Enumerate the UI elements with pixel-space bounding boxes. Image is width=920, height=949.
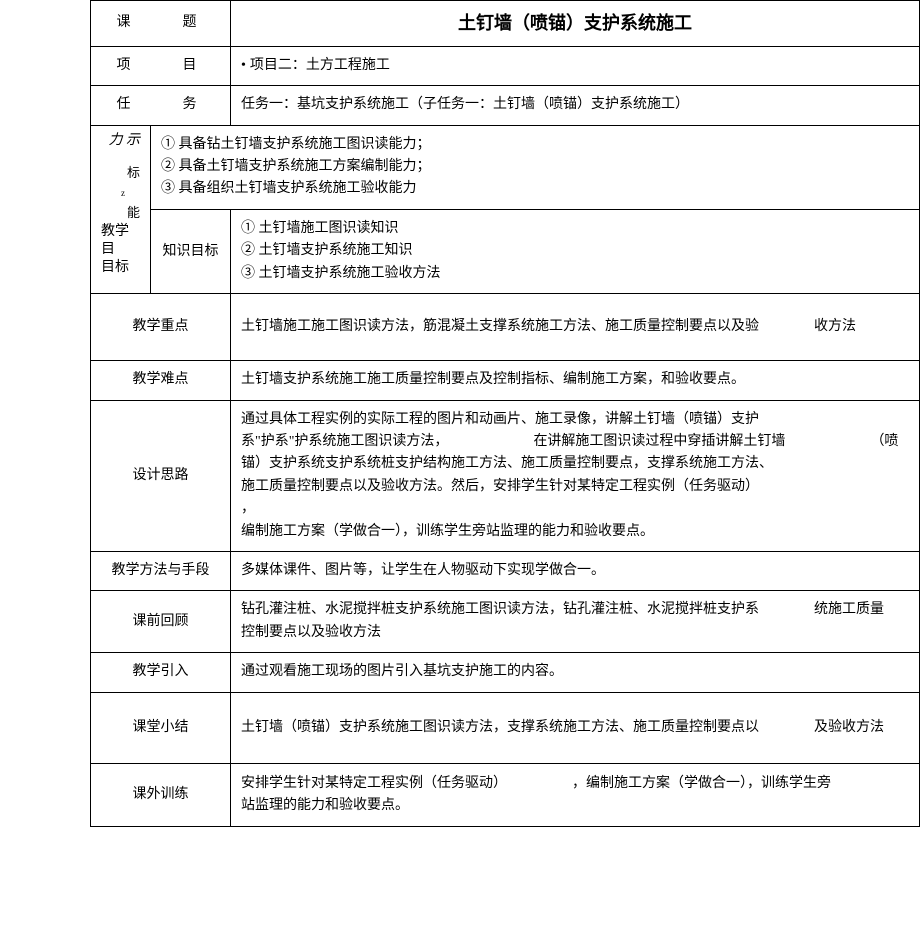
design-l4b: ， bbox=[241, 501, 255, 516]
intro-label: 教学引入 bbox=[91, 653, 231, 692]
project-row: 项 目 • 项目二：土方工程施工 bbox=[91, 46, 920, 85]
difficulty-label: 教学难点 bbox=[91, 361, 231, 400]
task-row: 任 务 任务一：基坑支护系统施工（子任务一：土钉墙（喷锚）支护系统施工） bbox=[91, 86, 920, 125]
training-row: 课外训练 安排学生针对某特定工程实例（任务驱动） ，编制施工方案（学做合一），训练… bbox=[91, 764, 920, 827]
training-label: 课外训练 bbox=[91, 764, 231, 827]
design-content: 通过具体工程实例的实际工程的图片和动画片、施工录像，讲解土钉墙（喷锚）支护 系"… bbox=[231, 400, 920, 551]
goal-jb-text: 力 示 bbox=[109, 130, 141, 152]
design-l5: 编制施工方案（学做合一），训练学生旁站监理的能力和验收要点。 bbox=[241, 521, 909, 543]
project-content: • 项目二：土方工程施工 bbox=[231, 46, 920, 85]
difficulty-content: 土钉墙支护系统施工施工质量控制要点及控制指标、编制施工方案，和验收要点。 bbox=[231, 361, 920, 400]
review-content: 钻孔灌注桩、水泥搅拌桩支护系统施工图识读方法，钻孔灌注桩、水泥搅拌桩支护系 统施工… bbox=[231, 591, 920, 653]
design-row: 设计思路 通过具体工程实例的实际工程的图片和动画片、施工录像，讲解土钉墙（喷锚）… bbox=[91, 400, 920, 551]
header-row: 课 题 土钉墙（喷锚）支护系统施工 bbox=[91, 1, 920, 47]
project-text: 项目二：土方工程施工 bbox=[250, 58, 390, 73]
summary-row: 课堂小结 土钉墙（喷锚）支护系统施工图识读方法，支撑系统施工方法、施工质量控制要… bbox=[91, 692, 920, 763]
intro-row: 教学引入 通过观看施工现场的图片引入基坑支护施工的内容。 bbox=[91, 653, 920, 692]
goal-z: z bbox=[121, 186, 125, 200]
design-l2a: 系"护系"护系统施工图识读方法， bbox=[241, 434, 448, 449]
focus-b: 收方法 bbox=[814, 319, 856, 334]
review-l1: 钻孔灌注桩、水泥搅拌桩支护系统施工图识读方法，钻孔灌注桩、水泥搅拌桩支护系 统施工… bbox=[241, 599, 909, 621]
review-label: 课前回顾 bbox=[91, 591, 231, 653]
training-content: 安排学生针对某特定工程实例（任务驱动） ，编制施工方案（学做合一），训练学生旁 站… bbox=[231, 764, 920, 827]
summary-content: 土钉墙（喷锚）支护系统施工图识读方法，支撑系统施工方法、施工质量控制要点以 及验收… bbox=[231, 692, 920, 763]
review-l2: 控制要点以及验收方法 bbox=[241, 622, 909, 644]
goal-biao: 标 bbox=[101, 164, 140, 182]
lesson-plan-table: 课 题 土钉墙（喷锚）支护系统施工 项 目 • 项目二：土方工程施工 任 务 任务… bbox=[90, 0, 920, 827]
summary-b: 及验收方法 bbox=[814, 720, 884, 735]
goal-neng: 能 bbox=[101, 204, 140, 222]
goal-knowledge-row: 知识目标 ① 土钉墙施工图识读知识 ② 土钉墙支护系统施工知识 ③ 土钉墙支护系… bbox=[91, 209, 920, 293]
focus-row: 教学重点 土钉墙施工施工图识读方法，筋混凝土支撑系统施工方法、施工质量控制要点以… bbox=[91, 293, 920, 360]
intro-content: 通过观看施工现场的图片引入基坑支护施工的内容。 bbox=[231, 653, 920, 692]
task-content: 任务一：基坑支护系统施工（子任务一：土钉墙（喷锚）支护系统施工） bbox=[231, 86, 920, 125]
review-row: 课前回顾 钻孔灌注桩、水泥搅拌桩支护系统施工图识读方法，钻孔灌注桩、水泥搅拌桩支… bbox=[91, 591, 920, 653]
goal-knowledge-label: 知识目标 bbox=[151, 209, 231, 293]
goal-skill-row: 力 示 标 z能 教学目 目标 ① 具备钻土钉墙支护系统施工图识读能力； ② 具… bbox=[91, 125, 920, 209]
goal-knowledge-item-2: ② 土钉墙支护系统施工知识 bbox=[241, 240, 909, 262]
task-label: 任 务 bbox=[91, 86, 231, 125]
method-content: 多媒体课件、图片等，让学生在人物驱动下实现学做合一。 bbox=[231, 552, 920, 591]
design-l3: 锚）支护系统支护系统桩支护结构施工方法、施工质量控制要点，支撑系统施工方法、 bbox=[241, 453, 909, 475]
design-l2b: 在讲解施工图识读过程中穿插讲解土钉墙 bbox=[533, 434, 785, 449]
goal-knowledge-item-3: ③ 土钉墙支护系统施工验收方法 bbox=[241, 263, 909, 285]
topic-label: 课 题 bbox=[91, 1, 231, 47]
goal-knowledge-item-1: ① 土钉墙施工图识读知识 bbox=[241, 218, 909, 240]
goal-skill-item-3: ③ 具备组织土钉墙支护系统施工验收能力 bbox=[161, 178, 909, 200]
goal-skill-item-1: ① 具备钻土钉墙支护系统施工图识读能力； bbox=[161, 134, 909, 156]
focus-label: 教学重点 bbox=[91, 293, 231, 360]
goal-knowledge-content: ① 土钉墙施工图识读知识 ② 土钉墙支护系统施工知识 ③ 土钉墙支护系统施工验收… bbox=[231, 209, 920, 293]
design-label: 设计思路 bbox=[91, 400, 231, 551]
goal-main-label: 力 示 标 z能 教学目 目标 bbox=[91, 125, 151, 293]
training-l1b: ，编制施工方案（学做合一），训练学生旁 bbox=[572, 776, 831, 791]
review-l1b: 统施工质量 bbox=[814, 602, 884, 617]
summary-a: 土钉墙（喷锚）支护系统施工图识读方法，支撑系统施工方法、施工质量控制要点以 bbox=[241, 720, 759, 735]
goal-skill-item-2: ② 具备土钉墙支护系统施工方案编制能力； bbox=[161, 156, 909, 178]
design-l2c: （喷 bbox=[870, 434, 898, 449]
summary-label: 课堂小结 bbox=[91, 692, 231, 763]
design-l2: 系"护系"护系统施工图识读方法， 在讲解施工图识读过程中穿插讲解土钉墙 （喷 bbox=[241, 431, 909, 453]
project-label: 项 目 bbox=[91, 46, 231, 85]
review-l1a: 钻孔灌注桩、水泥搅拌桩支护系统施工图识读方法，钻孔灌注桩、水泥搅拌桩支护系 bbox=[241, 602, 759, 617]
bullet-icon: • bbox=[241, 58, 246, 73]
goal-bottom1: 教学目 bbox=[101, 223, 140, 259]
method-label: 教学方法与手段 bbox=[91, 552, 231, 591]
design-l4a: 施工质量控制要点以及验收方法。然后，安排学生针对某特定工程实例（任务驱动） bbox=[241, 479, 759, 494]
design-l4: 施工质量控制要点以及验收方法。然后，安排学生针对某特定工程实例（任务驱动） ， bbox=[241, 476, 909, 521]
training-l2: 站监理的能力和验收要点。 bbox=[241, 795, 909, 817]
method-row: 教学方法与手段 多媒体课件、图片等，让学生在人物驱动下实现学做合一。 bbox=[91, 552, 920, 591]
difficulty-row: 教学难点 土钉墙支护系统施工施工质量控制要点及控制指标、编制施工方案，和验收要点… bbox=[91, 361, 920, 400]
goal-bottom2: 目标 bbox=[101, 259, 140, 277]
focus-a: 土钉墙施工施工图识读方法，筋混凝土支撑系统施工方法、施工质量控制要点以及验 bbox=[241, 319, 759, 334]
focus-content: 土钉墙施工施工图识读方法，筋混凝土支撑系统施工方法、施工质量控制要点以及验 收方法 bbox=[231, 293, 920, 360]
training-l1a: 安排学生针对某特定工程实例（任务驱动） bbox=[241, 776, 507, 791]
training-l1: 安排学生针对某特定工程实例（任务驱动） ，编制施工方案（学做合一），训练学生旁 bbox=[241, 773, 909, 795]
design-l1: 通过具体工程实例的实际工程的图片和动画片、施工录像，讲解土钉墙（喷锚）支护 bbox=[241, 409, 909, 431]
goal-skill-content: ① 具备钻土钉墙支护系统施工图识读能力； ② 具备土钉墙支护系统施工方案编制能力… bbox=[151, 125, 920, 209]
topic-title: 土钉墙（喷锚）支护系统施工 bbox=[231, 1, 920, 47]
